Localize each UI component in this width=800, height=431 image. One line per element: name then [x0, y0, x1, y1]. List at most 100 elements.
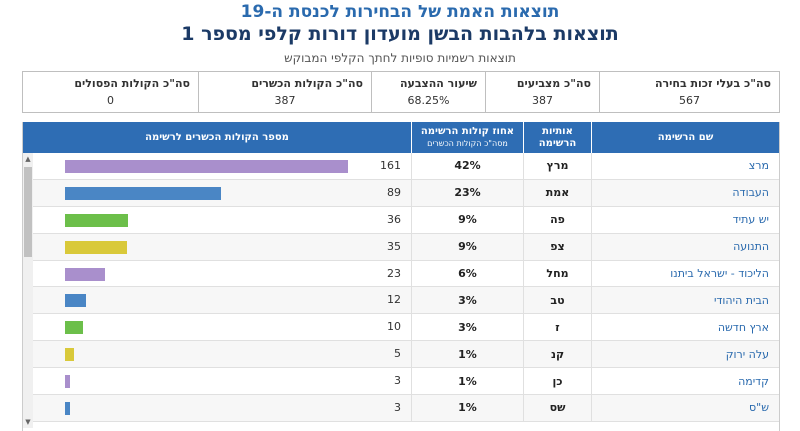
party-percent: 3% [411, 287, 523, 314]
header-pct-label: אחוז קולות הרשימה [420, 125, 515, 137]
vote-count: 5 [394, 347, 401, 361]
summary-value: 68.25% [407, 94, 450, 107]
party-name: קדימה [591, 368, 779, 395]
vote-bar-cell: 89 [23, 180, 411, 206]
header-pct[interactable]: אחוז קולות הרשימה מסה"כ הקולות הכשרים [411, 122, 523, 153]
vote-count: 36 [387, 212, 401, 226]
summary-voters: סה"כ מצביעים 387 [485, 72, 599, 112]
summary-value: 387 [274, 94, 296, 107]
vote-count: 10 [387, 320, 401, 334]
party-name: ארץ חדשה [591, 314, 779, 341]
table-header: שם הרשימה אותיות הרשימה אחוז קולות הרשימ… [23, 122, 779, 153]
scroll-down-icon[interactable]: ▼ [25, 418, 31, 426]
table-row[interactable]: העבודה אמת 23% 89 [23, 179, 779, 207]
vote-count: 161 [380, 159, 401, 172]
party-name: הליכוד - ישראל ביתנו [591, 260, 779, 287]
party-letters: קנ [523, 341, 591, 368]
vote-bar [65, 267, 106, 281]
party-letters: ז [523, 314, 591, 341]
party-name: העבודה [591, 179, 779, 206]
summary-invalid: סה"כ הקולות הפסולים 0 [23, 72, 198, 112]
vote-bar [65, 160, 348, 173]
party-letters: טב [523, 287, 591, 314]
vote-bar-cell: 36 [23, 207, 411, 233]
table-body: מרצ מרץ 42% 161 העבודה אמת 23% 89 יש עתיד פה 9% 36 ה… [23, 153, 779, 422]
party-percent: 1% [411, 368, 523, 395]
party-name: מרצ [591, 153, 779, 179]
table-row[interactable]: הבית היהודי טב 3% 12 [23, 287, 779, 315]
summary-label: סה"כ בעלי זכות בחירה [654, 77, 771, 90]
header-pct-sublabel: מסה"כ הקולות הכשרים [427, 138, 508, 148]
table-row[interactable]: יש עתיד פה 9% 36 [23, 206, 779, 234]
vote-bar [65, 402, 71, 416]
table-row[interactable]: ארץ חדשה ז 3% 10 [23, 314, 779, 342]
summary-value: 567 [679, 94, 700, 107]
vote-bar [65, 321, 83, 335]
table-row[interactable]: ש"ס שס 1% 3 [23, 395, 779, 422]
vote-bar-cell: 10 [23, 314, 411, 340]
party-percent: 1% [411, 341, 523, 368]
vote-bar-cell: 161 [23, 153, 411, 179]
table-row[interactable]: מרצ מרץ 42% 161 [23, 153, 779, 180]
table-row[interactable]: עלה ירוק קנ 1% 5 [23, 341, 779, 369]
party-percent: 9% [411, 233, 523, 260]
scrollbar[interactable]: ▲ ▼ [23, 153, 33, 428]
vote-count: 23 [387, 266, 401, 280]
party-name: עלה ירוק [591, 341, 779, 368]
party-percent: 1% [411, 395, 523, 421]
summary-value: 0 [107, 94, 114, 107]
vote-bar-cell: 23 [23, 261, 411, 287]
table-row[interactable]: קדימה כן 1% 3 [23, 368, 779, 396]
summary-valid: סה"כ הקולות הכשרים 387 [198, 72, 371, 112]
vote-bar [65, 186, 222, 200]
scroll-up-icon[interactable]: ▲ [25, 155, 31, 163]
party-name: התנועה [591, 233, 779, 260]
vote-bar-cell: 3 [23, 368, 411, 394]
vote-count: 89 [387, 185, 401, 199]
table-row[interactable]: התנועה צפ 9% 35 [23, 233, 779, 261]
party-letters: מחל [523, 260, 591, 287]
party-name: ש"ס [591, 395, 779, 421]
results-table: שם הרשימה אותיות הרשימה אחוז קולות הרשימ… [22, 122, 780, 431]
page-title: תוצאות האמת של הבחירות לכנסת ה-19 [240, 2, 560, 22]
header-bar[interactable]: מספר הקולות הכשרים לרשימה [145, 131, 289, 143]
table-row[interactable]: הליכוד - ישראל ביתנו מחל 6% 23 [23, 260, 779, 288]
party-percent: 23% [411, 179, 523, 206]
vote-bar-cell: 3 [23, 395, 411, 421]
vote-count: 3 [394, 374, 401, 388]
party-percent: 3% [411, 314, 523, 341]
party-letters: מרץ [523, 153, 591, 179]
vote-bar-cell: 35 [23, 234, 411, 260]
party-percent: 9% [411, 206, 523, 233]
party-letters: כן [523, 368, 591, 395]
header-name[interactable]: שם הרשימה [591, 122, 779, 153]
vote-bar [65, 348, 74, 362]
vote-count: 12 [387, 293, 401, 307]
summary-turnout: שיעור ההצבעה 68.25% [371, 72, 485, 112]
summary-box: סה"כ בעלי זכות בחירה 567 סה"כ מצביעים 38… [22, 71, 780, 113]
vote-count: 35 [387, 239, 401, 253]
vote-bar [65, 375, 71, 389]
vote-count: 3 [394, 401, 401, 415]
ballot-title: תוצאות בלהבות הבשן מועדון דורות קלפי מספ… [181, 23, 619, 45]
summary-label: סה"כ הקולות הפסולים [74, 77, 190, 90]
vote-bar [65, 294, 87, 308]
header-letters[interactable]: אותיות הרשימה [523, 122, 591, 153]
vote-bar-cell: 5 [23, 341, 411, 367]
party-percent: 42% [411, 153, 523, 179]
summary-label: סה"כ מצביעים [516, 77, 591, 90]
summary-value: 387 [532, 94, 553, 107]
party-letters: אמת [523, 179, 591, 206]
summary-label: שיעור ההצבעה [399, 77, 477, 90]
vote-bar [65, 240, 127, 254]
party-name: הבית היהודי [591, 287, 779, 314]
party-letters: שס [523, 395, 591, 421]
party-letters: פה [523, 206, 591, 233]
scroll-thumb[interactable] [24, 167, 32, 257]
summary-label: סה"כ הקולות הכשרים [251, 77, 363, 90]
vote-bar [65, 213, 129, 227]
vote-bar-cell: 12 [23, 287, 411, 313]
summary-eligible: סה"כ בעלי זכות בחירה 567 [599, 72, 779, 112]
ballot-subtitle: תוצאות רשמיות סופיות לחתך הקלפי המבוקש [284, 51, 516, 65]
party-percent: 6% [411, 260, 523, 287]
